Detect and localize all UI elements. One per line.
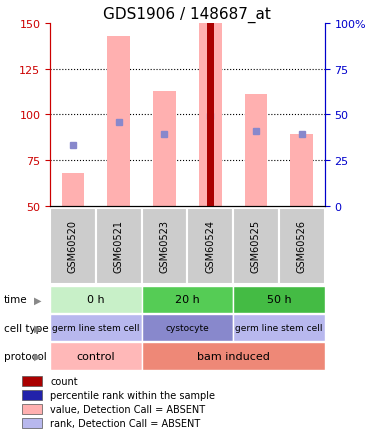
Title: GDS1906 / 148687_at: GDS1906 / 148687_at xyxy=(104,7,271,23)
Bar xyxy=(50,286,142,313)
Text: GSM60521: GSM60521 xyxy=(114,220,124,273)
Text: ▶: ▶ xyxy=(35,351,42,361)
Bar xyxy=(187,208,233,284)
Bar xyxy=(22,390,42,400)
Bar xyxy=(290,135,313,206)
Bar xyxy=(233,208,279,284)
Text: count: count xyxy=(50,376,78,386)
Bar xyxy=(142,314,233,342)
Bar xyxy=(233,314,325,342)
Bar xyxy=(207,24,214,206)
Text: GSM60523: GSM60523 xyxy=(160,220,170,273)
Text: GSM60520: GSM60520 xyxy=(68,220,78,273)
Bar xyxy=(50,208,96,284)
Bar xyxy=(62,173,85,206)
Bar xyxy=(153,91,176,206)
Text: rank, Detection Call = ABSENT: rank, Detection Call = ABSENT xyxy=(50,418,201,428)
Bar xyxy=(22,418,42,428)
Bar xyxy=(22,404,42,414)
Text: 50 h: 50 h xyxy=(266,295,291,305)
Bar xyxy=(50,342,142,370)
Bar xyxy=(142,208,187,284)
Text: GSM60524: GSM60524 xyxy=(205,220,215,273)
Bar xyxy=(96,208,142,284)
Text: germ line stem cell: germ line stem cell xyxy=(235,323,323,332)
Bar xyxy=(199,24,222,206)
Text: value, Detection Call = ABSENT: value, Detection Call = ABSENT xyxy=(50,404,206,414)
Text: ▶: ▶ xyxy=(35,295,42,305)
Text: 20 h: 20 h xyxy=(175,295,200,305)
Bar xyxy=(107,36,130,206)
Bar xyxy=(279,208,325,284)
Bar xyxy=(244,95,267,206)
Text: percentile rank within the sample: percentile rank within the sample xyxy=(50,390,216,400)
Text: 0 h: 0 h xyxy=(87,295,105,305)
Bar xyxy=(22,376,42,386)
Text: GSM60525: GSM60525 xyxy=(251,220,261,273)
Text: control: control xyxy=(76,351,115,361)
Text: GSM60526: GSM60526 xyxy=(297,220,307,273)
Text: bam induced: bam induced xyxy=(197,351,270,361)
Text: germ line stem cell: germ line stem cell xyxy=(52,323,139,332)
Text: ▶: ▶ xyxy=(35,323,42,333)
Text: protocol: protocol xyxy=(4,351,46,361)
Text: time: time xyxy=(4,295,27,305)
Bar xyxy=(50,314,142,342)
Bar xyxy=(142,342,325,370)
Text: cell type: cell type xyxy=(4,323,48,333)
Bar xyxy=(142,286,233,313)
Bar xyxy=(233,286,325,313)
Text: cystocyte: cystocyte xyxy=(165,323,209,332)
